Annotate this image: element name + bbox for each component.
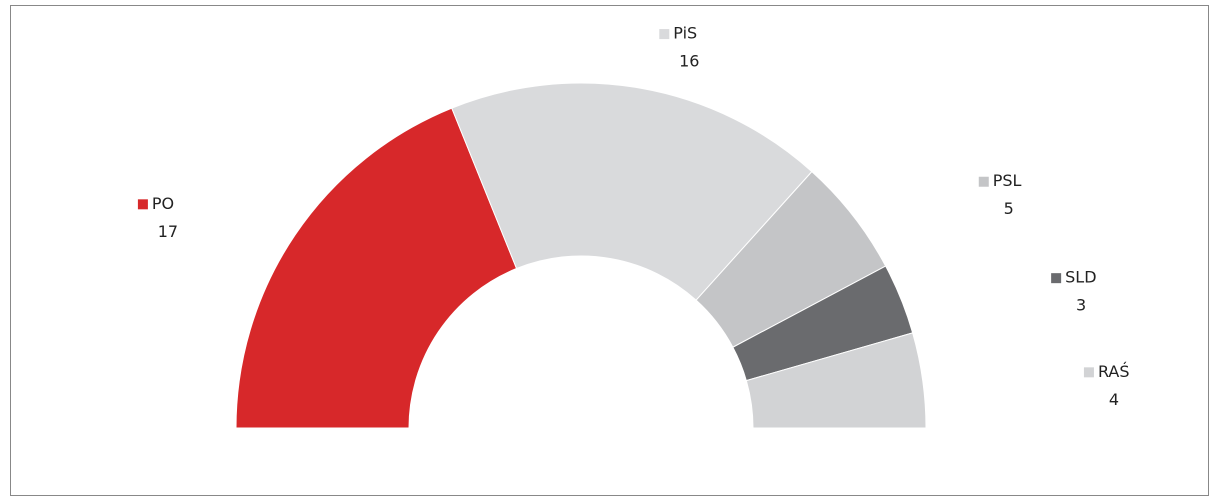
legend-marker xyxy=(1083,367,1094,378)
value-label: 3 xyxy=(1076,296,1086,315)
value-label: 5 xyxy=(1004,199,1014,218)
legend-marker xyxy=(1051,273,1062,284)
segment-label: PSL xyxy=(993,171,1022,190)
value-label: 16 xyxy=(679,52,699,71)
segment xyxy=(451,82,813,301)
segment xyxy=(745,332,927,429)
segment-label: RAŚ xyxy=(1098,362,1130,381)
legend-marker xyxy=(978,176,989,187)
legend-marker xyxy=(659,29,670,40)
segment-label: PO xyxy=(152,194,174,213)
segment-label: PiS xyxy=(673,24,697,43)
value-label: 4 xyxy=(1109,390,1119,409)
segment-label: SLD xyxy=(1065,268,1096,287)
legend-marker xyxy=(137,199,148,210)
segment xyxy=(235,107,518,429)
value-label: 17 xyxy=(158,222,178,241)
frame xyxy=(10,5,1209,496)
